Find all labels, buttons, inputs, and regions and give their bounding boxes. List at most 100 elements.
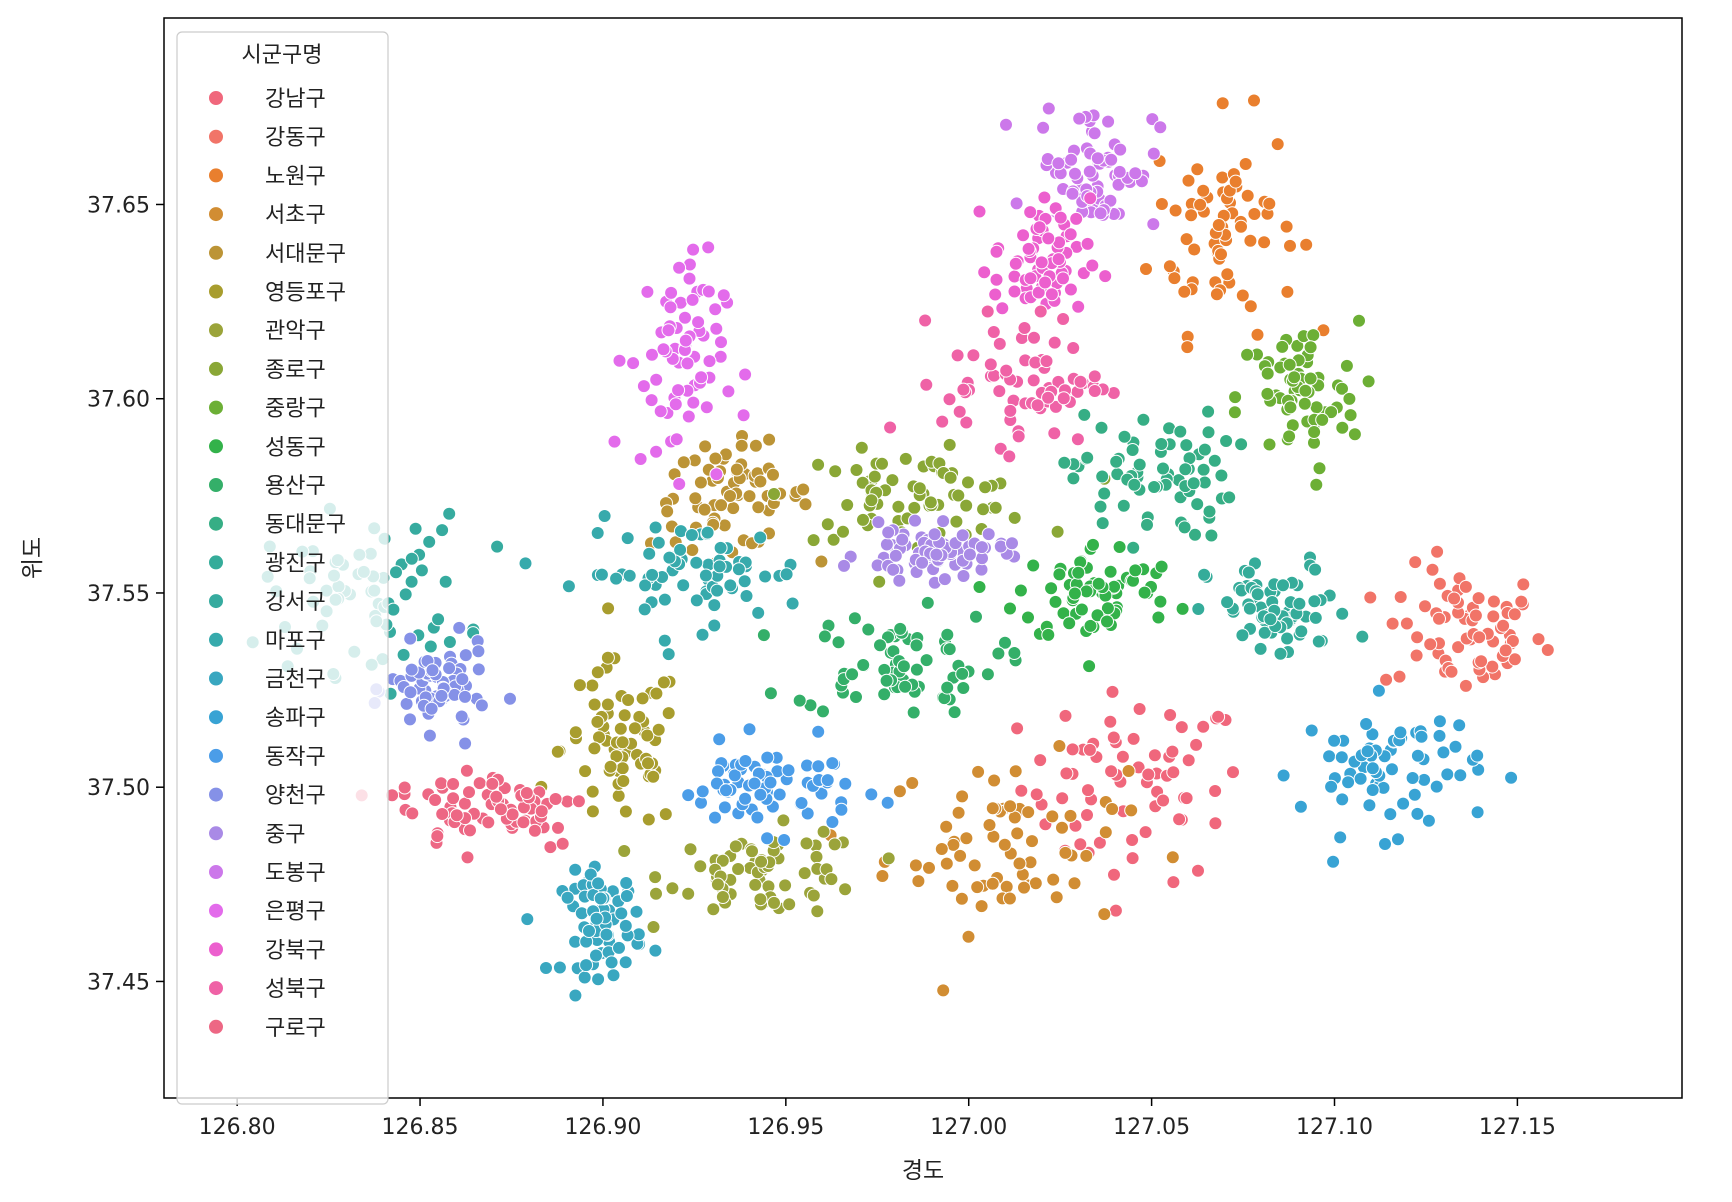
legend-marker (208, 90, 224, 106)
legend-marker (208, 322, 224, 339)
data-point (633, 452, 648, 466)
x-tick-label: 126.90 (564, 1115, 641, 1140)
data-point (1342, 391, 1357, 406)
data-point (664, 285, 679, 300)
data-point (898, 679, 913, 694)
data-point (1055, 820, 1069, 835)
data-point (1417, 772, 1432, 787)
data-point (386, 602, 401, 617)
y-tick-label: 37.55 (87, 582, 150, 607)
data-point (587, 697, 602, 712)
data-point (649, 886, 663, 901)
data-point (1045, 809, 1060, 824)
data-point (796, 482, 811, 497)
data-point (1211, 709, 1226, 724)
data-point (825, 815, 840, 829)
data-point (485, 776, 500, 791)
data-point (849, 463, 864, 477)
data-point (1167, 271, 1182, 286)
data-point (640, 728, 655, 743)
data-point (404, 574, 419, 589)
data-point (1240, 188, 1255, 203)
data-point (1276, 768, 1291, 783)
data-point (956, 382, 971, 397)
data-point (1257, 235, 1272, 250)
data-point (742, 489, 757, 504)
data-point (684, 528, 699, 542)
data-point (505, 807, 520, 822)
data-point (403, 685, 418, 700)
legend-marker (208, 631, 224, 648)
legend-label: 서대문구 (265, 242, 346, 267)
data-point (1240, 347, 1255, 362)
data-point (686, 242, 701, 257)
data-point (689, 555, 704, 570)
data-point (1044, 287, 1059, 302)
data-point (1322, 749, 1337, 764)
data-point (1068, 166, 1082, 181)
data-point (1279, 219, 1294, 234)
data-point (454, 709, 469, 724)
data-point (1069, 211, 1084, 226)
data-point (1360, 744, 1375, 759)
data-point (1263, 612, 1278, 627)
data-point (1003, 403, 1018, 418)
data-point (972, 204, 987, 219)
y-tick-label: 37.45 (87, 970, 150, 995)
data-point (1017, 880, 1031, 895)
data-point (1471, 591, 1486, 606)
data-point (1327, 733, 1342, 748)
legend-label: 종로구 (265, 358, 326, 383)
data-points (245, 93, 1555, 1003)
data-point (1108, 903, 1123, 918)
data-point (455, 672, 470, 687)
data-point (1080, 808, 1094, 822)
data-point (1048, 399, 1063, 414)
data-point (459, 763, 474, 778)
data-point (1063, 808, 1078, 823)
data-point (1103, 564, 1118, 579)
data-point (1486, 609, 1501, 624)
data-point (552, 960, 567, 975)
data-point (585, 678, 600, 693)
data-point (1234, 437, 1249, 452)
data-point (626, 356, 641, 371)
data-point (548, 792, 563, 806)
data-point (620, 531, 635, 546)
data-point (1196, 719, 1211, 734)
data-point (661, 647, 676, 662)
data-point (1355, 629, 1370, 644)
data-point (751, 605, 766, 620)
legend-marker (208, 438, 224, 455)
data-point (1505, 634, 1520, 648)
data-point (847, 611, 862, 626)
data-point (1335, 792, 1350, 807)
y-axis-label: 위도 (20, 537, 46, 579)
data-point (653, 404, 668, 419)
data-point (943, 470, 958, 485)
data-point (1283, 238, 1297, 253)
data-point (1039, 354, 1054, 369)
data-point (516, 815, 531, 830)
data-point (649, 686, 664, 701)
data-point (1262, 437, 1277, 452)
data-point (1347, 427, 1362, 442)
legend-label: 중랑구 (265, 397, 326, 422)
data-point (986, 325, 1001, 339)
data-point (753, 787, 768, 802)
data-point (1181, 173, 1196, 188)
data-point (1051, 156, 1066, 171)
data-point (669, 432, 684, 447)
data-point (694, 370, 709, 385)
data-point (1309, 477, 1324, 492)
data-point (1104, 152, 1119, 167)
legend-marker (208, 980, 224, 997)
data-point (619, 876, 634, 890)
data-point (1165, 850, 1180, 865)
data-point (1486, 594, 1501, 609)
data-point (1029, 787, 1044, 802)
data-point (1283, 400, 1298, 415)
data-point (676, 578, 691, 593)
data-point (691, 315, 706, 330)
